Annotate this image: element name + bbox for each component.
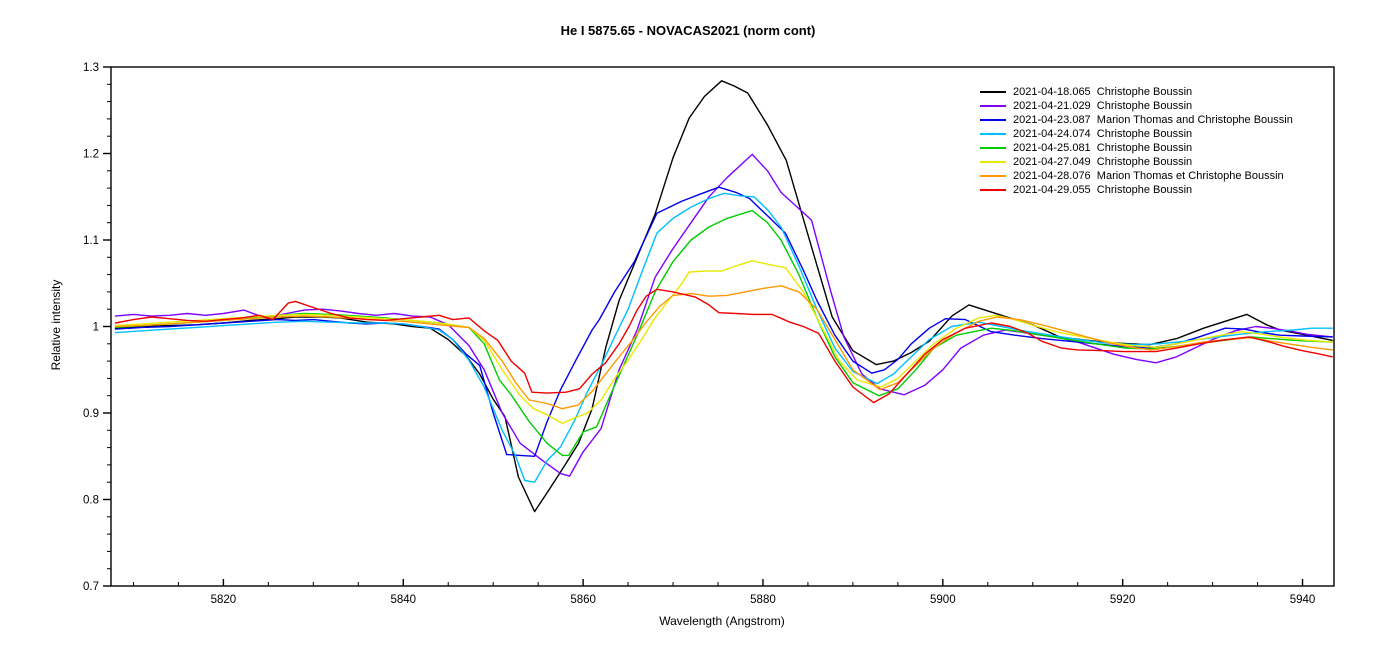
legend-item: 2021-04-24.074 Christophe Boussin	[980, 127, 1293, 141]
x-tick-label: 5820	[211, 594, 237, 606]
legend-label: 2021-04-29.055 Christophe Boussin	[1013, 184, 1193, 196]
legend-label: 2021-04-23.087 Marion Thomas and Christo…	[1013, 114, 1293, 126]
legend-item: 2021-04-18.065 Christophe Boussin	[980, 85, 1293, 99]
legend-item: 2021-04-23.087 Marion Thomas and Christo…	[980, 113, 1293, 127]
y-tick-label: 1.3	[83, 62, 99, 74]
legend-swatch	[980, 105, 1006, 107]
legend-item: 2021-04-28.076 Marion Thomas et Christop…	[980, 169, 1293, 183]
series-line-2021-04-29.055	[114, 288, 1333, 404]
legend: 2021-04-18.065 Christophe Boussin 2021-04…	[980, 85, 1293, 197]
x-tick-label: 5860	[570, 594, 596, 606]
legend-swatch	[980, 133, 1006, 135]
legend-item: 2021-04-21.029 Christophe Boussin	[980, 99, 1293, 113]
y-tick-label: 0.7	[83, 581, 99, 593]
x-tick-label: 5840	[390, 594, 416, 606]
legend-label: 2021-04-24.074 Christophe Boussin	[1013, 128, 1193, 140]
chart-title: He I 5875.65 - NOVACAS2021 (norm cont)	[560, 23, 816, 38]
legend-label: 2021-04-27.049 Christophe Boussin	[1013, 156, 1193, 168]
y-axis-label: Relative intensity	[49, 279, 63, 371]
legend-item: 2021-04-25.081 Christophe Boussin	[980, 141, 1293, 155]
legend-label: 2021-04-21.029 Christophe Boussin	[1013, 100, 1193, 112]
series-line-2021-04-27.049	[114, 260, 1333, 425]
legend-swatch	[980, 119, 1006, 121]
y-tick-label: 0.8	[83, 495, 99, 507]
x-axis-label: Wavelength (Angstrom)	[659, 614, 785, 628]
x-tick-label: 5900	[930, 594, 956, 606]
y-tick-label: 0.9	[83, 408, 99, 420]
series-line-2021-04-25.081	[114, 209, 1333, 457]
legend-label: 2021-04-25.081 Christophe Boussin	[1013, 142, 1193, 154]
y-tick-label: 1	[93, 322, 99, 334]
legend-item: 2021-04-29.055 Christophe Boussin	[980, 183, 1293, 197]
legend-swatch	[980, 175, 1006, 177]
legend-label: 2021-04-18.065 Christophe Boussin	[1013, 86, 1193, 98]
legend-swatch	[980, 91, 1006, 93]
legend-swatch	[980, 161, 1006, 163]
x-tick-label: 5880	[750, 594, 776, 606]
legend-swatch	[980, 189, 1006, 191]
y-tick-label: 1.1	[83, 235, 99, 247]
legend-label: 2021-04-28.076 Marion Thomas et Christop…	[1013, 170, 1284, 182]
legend-swatch	[980, 147, 1006, 149]
series-line-2021-04-24.074	[114, 192, 1333, 483]
x-tick-label: 5920	[1110, 594, 1136, 606]
legend-item: 2021-04-27.049 Christophe Boussin	[980, 155, 1293, 169]
y-tick-label: 1.2	[83, 149, 99, 161]
x-tick-label: 5940	[1290, 594, 1316, 606]
